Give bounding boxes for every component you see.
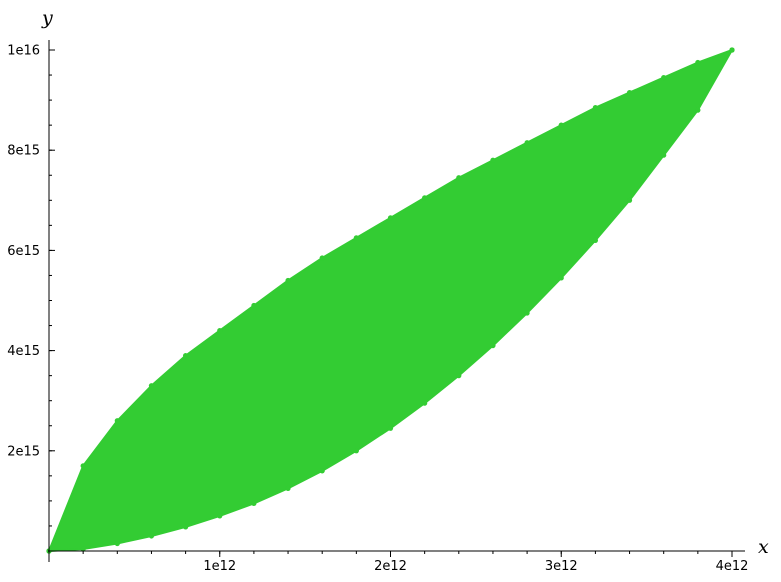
data-point-s1-12: [456, 373, 462, 379]
data-point-s1-20: [729, 47, 735, 53]
data-point-s0-7: [285, 277, 291, 284]
data-point-s0-4: [183, 353, 189, 359]
data-point-s1-4: [183, 524, 189, 530]
y-axis-label: y: [41, 7, 53, 29]
data-point-s0-19: [695, 59, 701, 66]
data-point-s0-1: [80, 463, 86, 469]
data-point-s0-9: [353, 235, 359, 241]
data-point-s0-10: [387, 215, 394, 221]
data-point-s1-7: [285, 485, 291, 491]
data-point-s1-11: [422, 400, 428, 406]
data-point-s1-3: [148, 533, 155, 539]
data-point-s0-6: [251, 302, 257, 309]
data-point-s1-13: [490, 342, 496, 349]
data-point-s0-11: [422, 195, 428, 201]
data-point-s0-2: [114, 418, 120, 424]
data-point-s1-1: [80, 546, 86, 552]
x-tick-label-1: 2e12: [374, 559, 407, 574]
y-tick-label-1: 4e15: [7, 344, 40, 359]
data-point-s0-16: [592, 105, 599, 111]
data-point-s0-5: [217, 327, 223, 334]
ticks: 1e12 2e12 3e12 4e12 2e15 4e15 6e15 8e15 1e16: [7, 44, 748, 575]
x-axis-label: x: [758, 536, 769, 558]
data-point-s0-13: [490, 157, 496, 163]
y-tick-label-2: 6e15: [7, 244, 40, 259]
x-tick-label-2: 3e12: [545, 559, 578, 574]
data-point-s1-18: [661, 152, 667, 158]
x-tick-label-0: 1e12: [203, 559, 236, 574]
x-tick-label-3: 4e12: [716, 559, 749, 574]
data-point-s0-8: [319, 255, 325, 261]
data-point-s1-16: [592, 237, 599, 243]
data-point-s1-19: [695, 107, 701, 113]
y-tick-label-4: 1e16: [7, 44, 40, 59]
data-point-s0-3: [148, 383, 155, 389]
data-point-s1-9: [353, 448, 359, 454]
data-point-s1-17: [626, 197, 633, 203]
data-point-s1-10: [387, 425, 394, 431]
data-point-s1-15: [558, 275, 564, 281]
data-point-s0-14: [524, 140, 530, 146]
data-point-s1-14: [524, 310, 530, 316]
data-point-s0-15: [558, 122, 564, 128]
y-tick-label-0: 2e15: [7, 444, 40, 459]
data-point-s1-5: [217, 513, 223, 519]
data-point-s0-12: [456, 175, 462, 181]
data-point-s0-17: [626, 89, 633, 96]
data-point-s1-6: [251, 500, 257, 507]
data-point-s1-8: [319, 468, 325, 474]
plot-area: [46, 47, 735, 554]
data-point-s0-18: [661, 74, 667, 81]
y-tick-label-3: 8e15: [7, 144, 40, 159]
filled-region: [47, 48, 735, 553]
data-point-s1-2: [114, 540, 120, 547]
